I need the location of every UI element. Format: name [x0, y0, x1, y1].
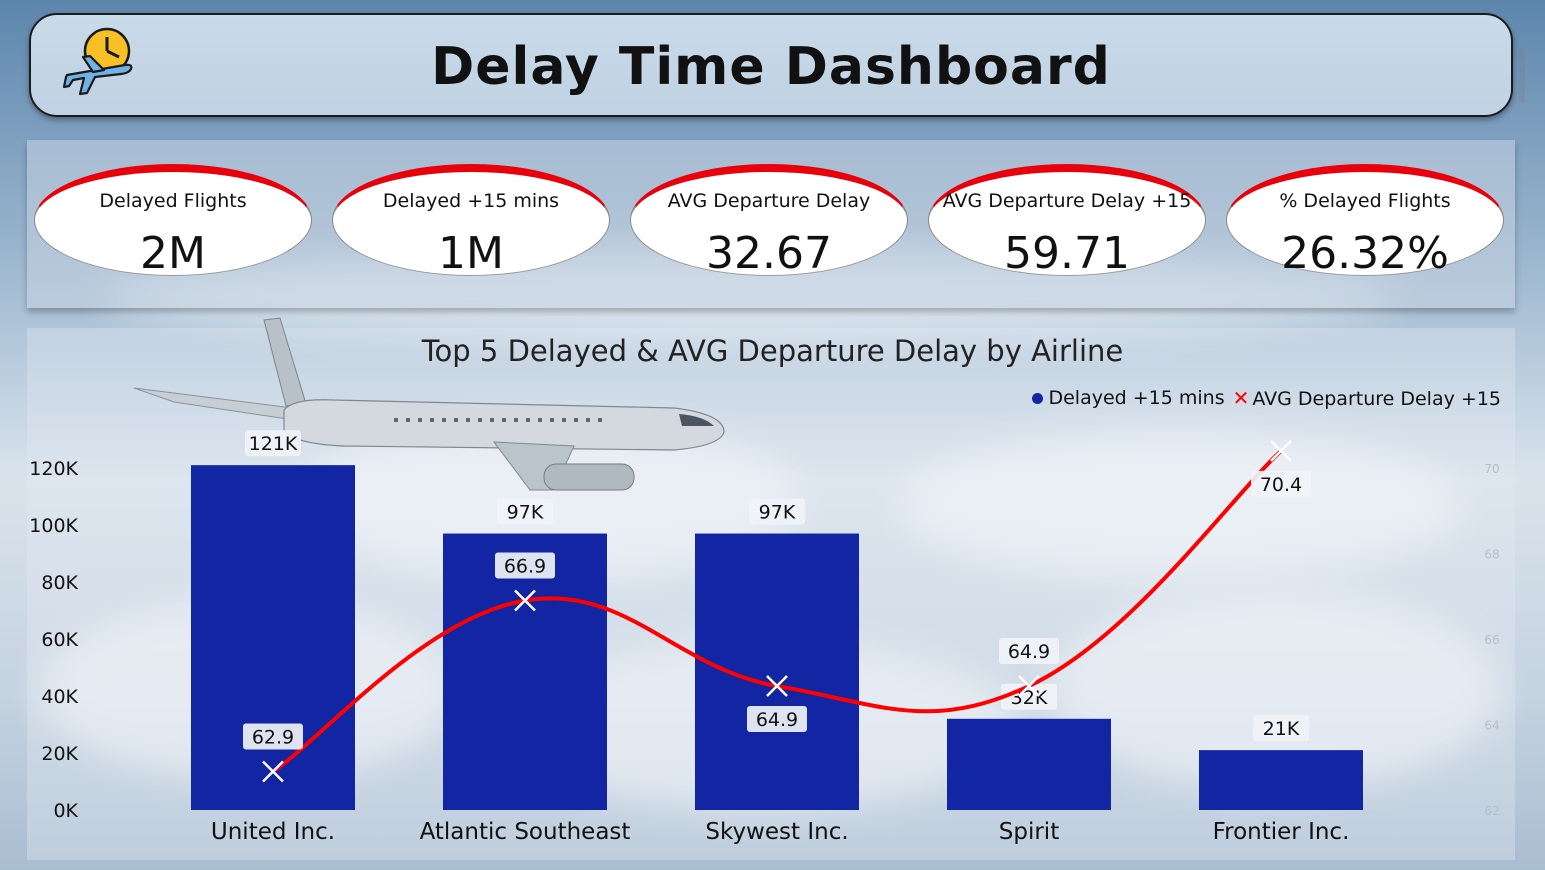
- kpi-value: 32.67: [706, 228, 832, 279]
- line-data-label: 64.9: [1008, 641, 1050, 663]
- x-tick-label: Skywest Inc.: [705, 819, 848, 845]
- bar-data-label: 21K: [1263, 718, 1300, 740]
- x-mark-icon: ✕: [1232, 386, 1250, 410]
- kpi-card-delayed-15: Delayed +15 mins 1M: [332, 164, 610, 279]
- chart-title: Top 5 Delayed & AVG Departure Delay by A…: [421, 334, 1124, 368]
- line-label-box: [495, 552, 555, 579]
- line-data-label: 66.9: [504, 556, 546, 578]
- x-tick-label: Atlantic Southeast: [420, 819, 631, 845]
- bar: [695, 533, 859, 810]
- line-marker: [514, 589, 536, 612]
- x-tick-label: Frontier Inc.: [1213, 819, 1350, 845]
- y-tick-label: 60K: [41, 629, 78, 651]
- kpi-label: Delayed Flights: [99, 190, 247, 212]
- kpi-card-delayed-flights: Delayed Flights 2M: [34, 164, 312, 279]
- legend-label: AVG Departure Delay +15: [1252, 388, 1501, 410]
- kpi-label: Delayed +15 mins: [382, 190, 560, 212]
- kpi-value: 2M: [140, 228, 206, 279]
- bar: [1199, 750, 1363, 810]
- x-tick-label: Spirit: [999, 819, 1059, 845]
- page-title: Delay Time Dashboard: [431, 37, 1111, 97]
- bar-label-box: [245, 430, 301, 457]
- line-label-box: [243, 723, 303, 750]
- line-data-label: 62.9: [252, 727, 294, 749]
- scrollbar-thumb[interactable]: [1519, 47, 1525, 103]
- legend-item-bars: Delayed +15 mins: [1032, 387, 1225, 409]
- bar: [191, 465, 355, 810]
- y-tick-label: 20K: [41, 743, 78, 765]
- kpi-card-pct-delayed: % Delayed Flights 26.32%: [1226, 164, 1504, 279]
- line-marker: [1270, 440, 1292, 462]
- bar-label-box: [1253, 715, 1309, 742]
- bar: [947, 718, 1111, 810]
- legend-label: Delayed +15 mins: [1048, 387, 1225, 409]
- y2-tick-label: 62: [1484, 804, 1499, 818]
- line-label-box: [999, 638, 1059, 665]
- y-tick-label: 120K: [29, 458, 78, 480]
- circle-icon: [1032, 393, 1044, 404]
- bar: [443, 533, 607, 810]
- y2-tick-label: 70: [1484, 462, 1499, 476]
- x-tick-label: United Inc.: [211, 819, 335, 845]
- legend-item-line: ✕ AVG Departure Delay +15: [1233, 386, 1501, 410]
- kpi-card-avg-departure-delay: AVG Departure Delay 32.67: [630, 164, 908, 279]
- bar-data-label: 121K: [249, 433, 298, 455]
- line-marker: [766, 675, 788, 697]
- y-tick-label: 80K: [41, 572, 78, 594]
- kpi-label: AVG Departure Delay: [667, 190, 871, 212]
- line-data-label: 70.4: [1260, 474, 1302, 496]
- bar-data-label: 97K: [507, 502, 544, 524]
- airplane-image: [134, 317, 725, 491]
- y-tick-label: 40K: [41, 686, 78, 708]
- y-tick-label: 100K: [29, 515, 78, 537]
- bar-label-box: [749, 498, 805, 525]
- chart-legend: Delayed +15 mins ✕ AVG Departure Delay +1…: [1032, 386, 1501, 410]
- kpi-label: % Delayed Flights: [1279, 190, 1451, 212]
- y2-tick-label: 66: [1484, 633, 1499, 647]
- line-data-label: 64.9: [756, 709, 798, 731]
- plane-clock-icon: [63, 27, 133, 96]
- y-tick-label: 0K: [53, 800, 78, 822]
- y2-tick-label: 64: [1484, 719, 1499, 733]
- y2-tick-label: 68: [1484, 548, 1499, 562]
- line-label-box: [1251, 470, 1311, 497]
- kpi-band: Delayed Flights 2M Delayed +15 mins 1M A…: [27, 140, 1515, 308]
- header-bar: Delay Time Dashboard: [29, 13, 1525, 117]
- kpi-value: 1M: [438, 228, 504, 279]
- kpi-value: 26.32%: [1281, 228, 1449, 279]
- kpi-label: AVG Departure Delay +15: [942, 190, 1192, 212]
- bar-label-box: [497, 498, 553, 525]
- kpi-card-avg-departure-delay-15: AVG Departure Delay +15 59.71: [928, 164, 1206, 279]
- line-marker: [1018, 675, 1040, 697]
- kpi-value: 59.71: [1004, 228, 1130, 279]
- line-marker: [262, 760, 284, 783]
- bar-data-label: 32K: [1011, 687, 1048, 709]
- bar-data-label: 97K: [759, 502, 796, 524]
- line-label-box: [747, 706, 807, 733]
